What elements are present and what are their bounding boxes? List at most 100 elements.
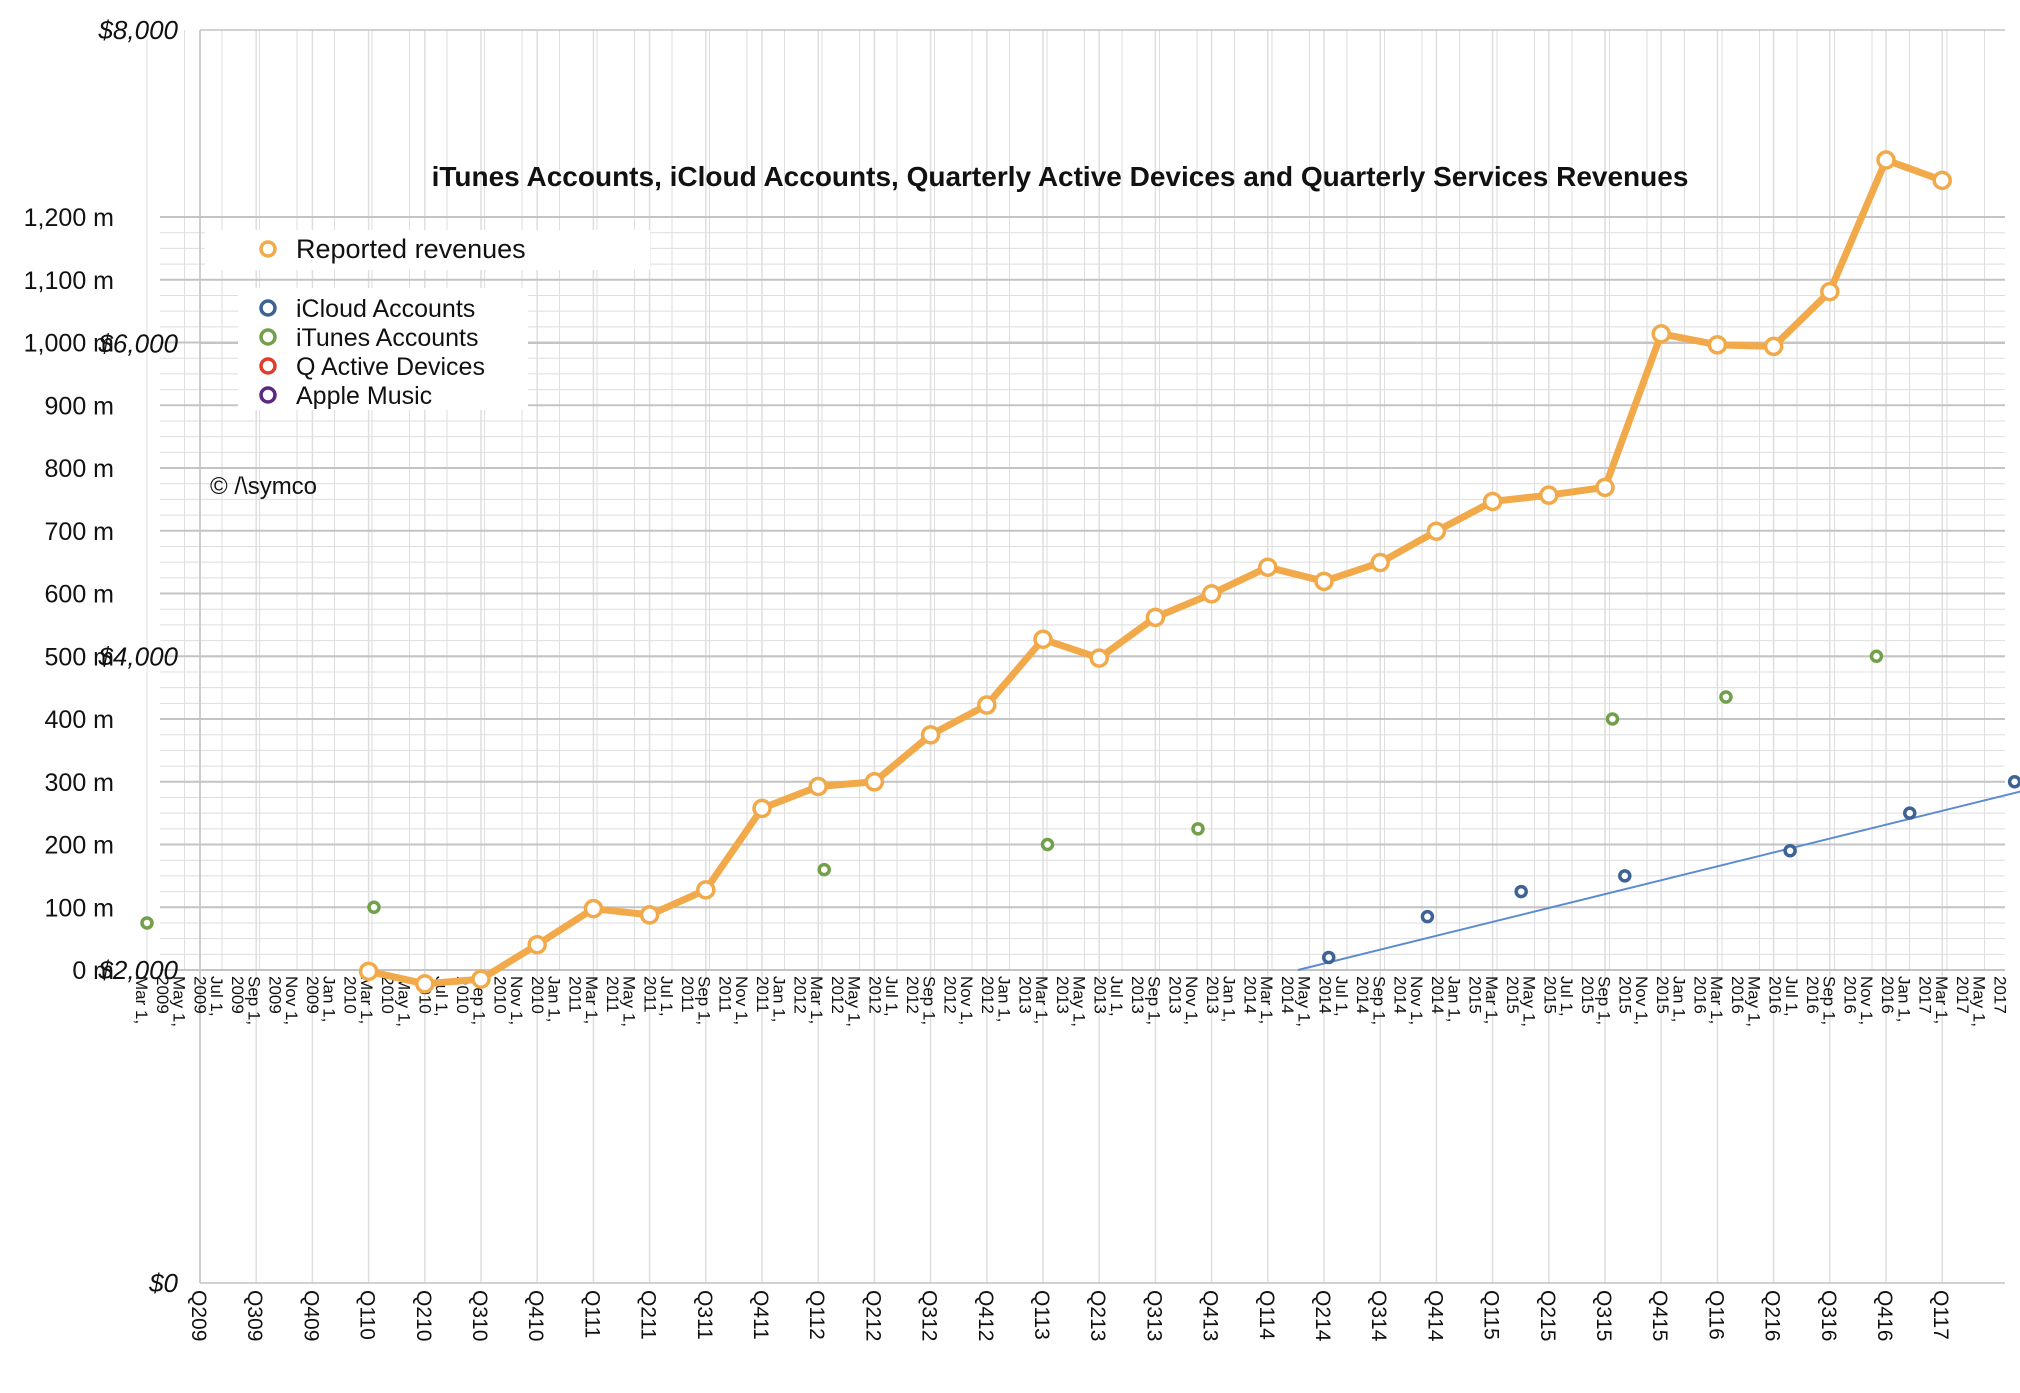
trendline-line <box>1297 790 2020 971</box>
icloud-accounts-point <box>1321 950 1336 965</box>
accounts-axis: 0 m 100 m 200 m 300 m 400 m 500 m 600 m 700 m 80… <box>24 204 114 985</box>
date-tick-label: Nov 1, <box>1407 976 1426 1025</box>
icloud-accounts-point <box>1514 884 1528 899</box>
revenue-point <box>1876 150 1896 170</box>
revenue-tick-label: $8,000 <box>97 15 178 45</box>
series-group <box>140 150 2020 994</box>
date-tick-label: Jan 1, <box>545 976 564 1022</box>
date-tick-year: 2010 <box>453 976 472 1014</box>
date-tick-year: 2009 <box>303 976 322 1014</box>
date-tick-year: 2009 <box>266 976 285 1014</box>
date-tick-label: May 1, <box>1745 976 1764 1027</box>
revenue-point <box>1932 170 1952 191</box>
date-tick-label: Jul 1, <box>882 976 901 1017</box>
icloud-accounts-point <box>2007 775 2020 789</box>
quarter-tick-label: Q117 <box>1929 1290 1952 1340</box>
icloud-accounts-point <box>1783 844 1797 858</box>
accounts-tick-label: 1,200 m <box>24 204 114 232</box>
itunes-accounts-point <box>1719 690 1733 704</box>
revenue-point <box>1595 477 1615 498</box>
revenue-point <box>415 974 435 994</box>
revenue-point <box>1651 324 1671 344</box>
quarter-tick-label: Q112 <box>805 1290 828 1340</box>
date-tick-label: Jul 1, <box>657 976 676 1017</box>
date-tick-label: Jan 1, <box>320 976 339 1022</box>
itunes-accounts-point <box>1869 649 1884 663</box>
quarter-tick-label: Q313 <box>1142 1290 1165 1341</box>
accounts-tick-label: 500 m <box>45 643 114 671</box>
revenue-point <box>1763 336 1784 357</box>
date-tick-label: Jan 1, <box>1220 976 1239 1022</box>
date-tick-label: Sep 1, <box>1820 976 1839 1025</box>
accounts-tick-label: 700 m <box>45 518 114 546</box>
quarter-tick-label: Q211 <box>637 1290 660 1340</box>
quarter-tick-label: Q113 <box>1030 1290 1053 1340</box>
legend-box-revenue <box>205 230 650 270</box>
accounts-tick-label: 0 m <box>72 957 114 985</box>
date-tick-label: Mar 1, <box>1032 976 1051 1024</box>
revenue-point <box>583 898 604 919</box>
revenue-point <box>471 969 491 989</box>
accounts-tick-label: 800 m <box>45 455 114 483</box>
revenue-point <box>1707 335 1728 355</box>
date-tick-year: 2015 <box>1616 976 1635 1014</box>
date-tick-label: Nov 1, <box>732 976 751 1025</box>
revenue-point <box>1820 281 1840 302</box>
legend-marker <box>259 299 277 317</box>
revenue-point <box>1033 629 1053 650</box>
date-tick-year: 2012 <box>866 976 885 1014</box>
date-tick-year: 2013 <box>1203 976 1222 1014</box>
icloud-accounts-point <box>1420 909 1435 924</box>
date-tick-label: Jan 1, <box>1670 976 1689 1022</box>
date-tick-label: Sep 1, <box>1145 976 1164 1025</box>
accounts-tick-label: 1,100 m <box>24 267 114 295</box>
quarter-tick-label: Q309 <box>243 1290 266 1341</box>
date-tick-year: 2016 <box>1878 976 1897 1014</box>
date-tick-year: 2009 <box>228 976 247 1014</box>
chart-title: iTunes Accounts, iCloud Accounts, Quarte… <box>432 161 1689 192</box>
date-tick-label: Mar 1, <box>582 976 601 1024</box>
copyright-label: © /\symco <box>210 473 317 500</box>
revenue-point <box>808 776 828 797</box>
date-tick-year: 2014 <box>1241 976 1260 1014</box>
date-tick-label: Sep 1, <box>1595 976 1614 1025</box>
date-tick-year: 2010 <box>378 976 397 1014</box>
date-tick-year: 2010 <box>528 976 547 1014</box>
quarter-tick-label: Q110 <box>356 1290 379 1340</box>
icloud-accounts-point <box>1902 806 1917 820</box>
quarter-tick-label: Q213 <box>1086 1290 1109 1341</box>
quarter-tick-label: Q410 <box>524 1290 547 1341</box>
quarter-tick-label: Q214 <box>1311 1290 1334 1342</box>
trendline <box>1297 790 2020 971</box>
revenue-point <box>1201 584 1222 604</box>
quarter-tick-label: Q111 <box>580 1290 603 1338</box>
legend-label: Q Active Devices <box>296 353 485 381</box>
date-tick-year: 2015 <box>1578 976 1597 1014</box>
revenue-point <box>1314 571 1334 592</box>
date-tick-label: May 1, <box>1970 976 1989 1027</box>
date-tick-label: Nov 1, <box>282 976 301 1025</box>
date-tick-label: Jan 1, <box>1445 976 1464 1022</box>
quarter-tick-label: Q209 <box>187 1290 210 1341</box>
date-tick-year: 2009 <box>191 976 210 1014</box>
date-tick-year: 2011 <box>641 976 660 1013</box>
date-tick-label: Sep 1, <box>245 976 264 1025</box>
date-tick-year: 2012 <box>828 976 847 1014</box>
date-tick-label: Mar 1, <box>1932 976 1951 1024</box>
date-tick-year: 2010 <box>341 976 360 1014</box>
quarter-tick-label: Q409 <box>299 1290 322 1341</box>
date-tick-year: 2012 <box>791 976 810 1014</box>
accounts-tick-label: 200 m <box>45 832 114 860</box>
date-tick-label: Jul 1, <box>1332 976 1351 1017</box>
revenue-point <box>696 880 716 900</box>
date-tick-label: Sep 1, <box>695 976 714 1025</box>
grid <box>146 29 2005 1284</box>
revenue-point <box>1258 557 1278 577</box>
date-tick-year: 2017 <box>1991 976 2010 1014</box>
itunes-accounts-point <box>1605 712 1620 726</box>
quarter-tick-label: Q416 <box>1873 1290 1896 1341</box>
date-tick-year: 2013 <box>1016 976 1035 1014</box>
date-tick-label: Nov 1, <box>1857 976 1876 1025</box>
